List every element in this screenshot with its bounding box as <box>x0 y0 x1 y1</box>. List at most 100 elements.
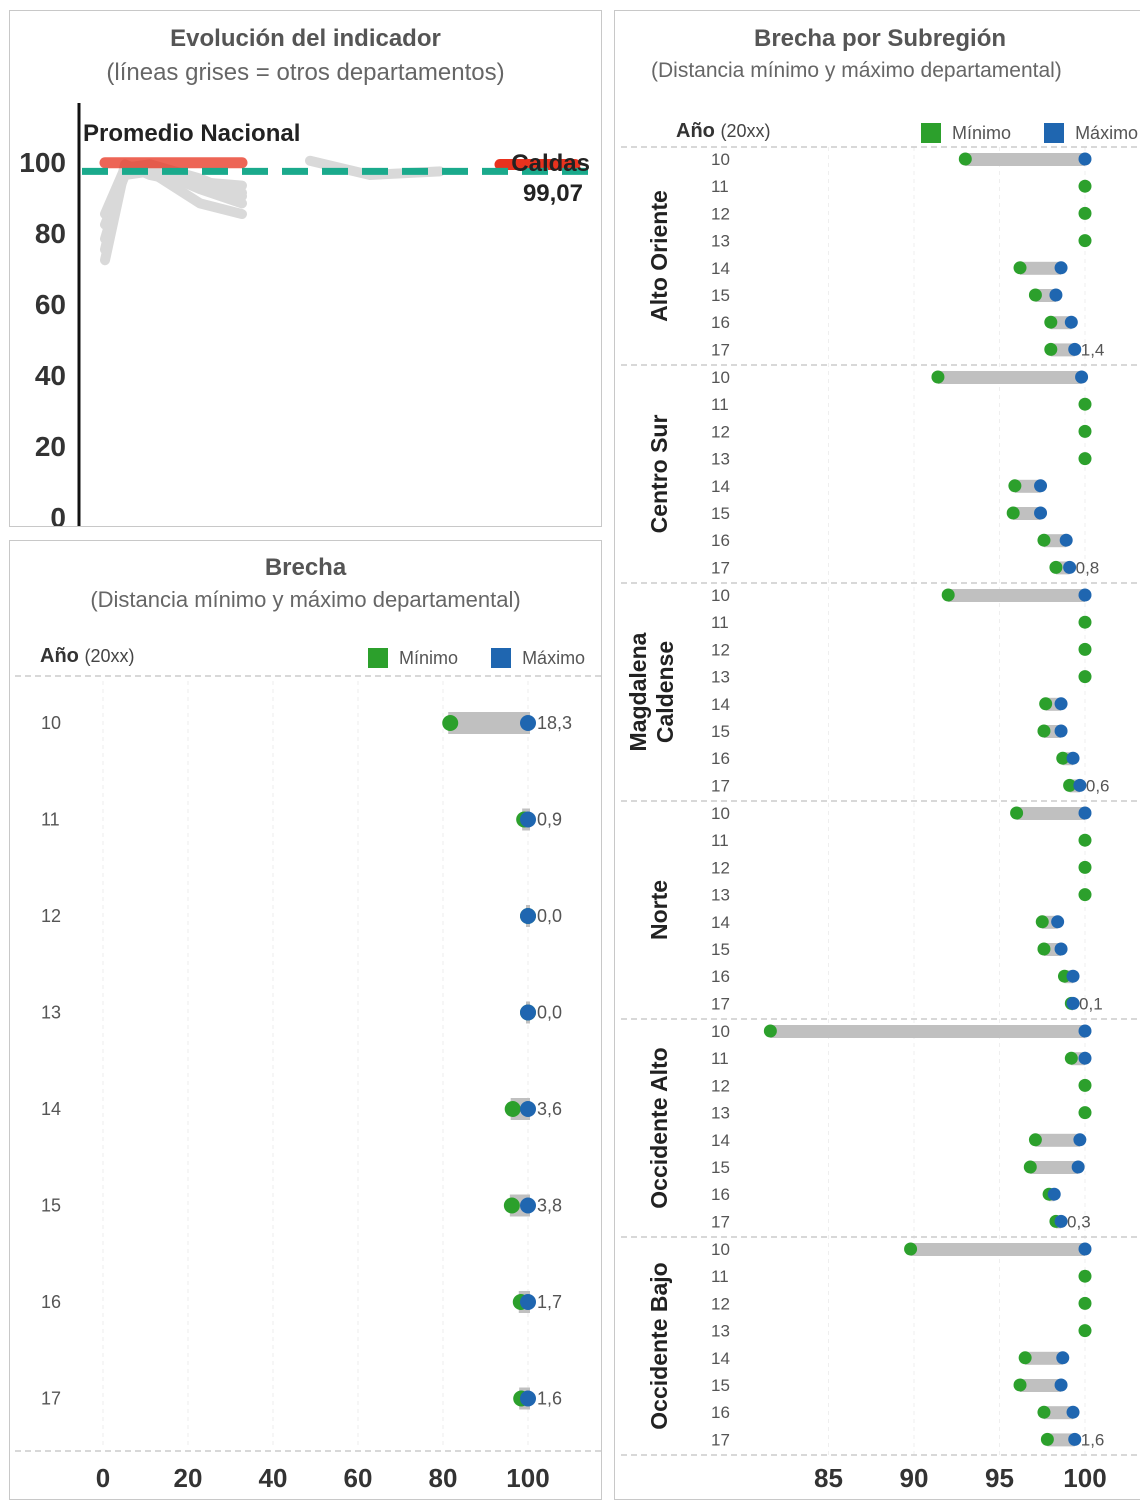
year-label: 11 <box>711 1267 729 1286</box>
max-point <box>1054 261 1068 275</box>
year-label: 14 <box>711 1349 730 1368</box>
gap-label: 1,4 <box>1081 340 1105 359</box>
subregion-panel: Brecha por Subregión (Distancia mínimo y… <box>614 10 1140 1500</box>
year-label: 13 <box>711 668 730 687</box>
max-point <box>1059 533 1073 547</box>
subregion-name: Magdalena <box>625 632 651 751</box>
min-point <box>1010 806 1024 820</box>
min-point <box>931 370 945 384</box>
year-label: 12 <box>711 1294 730 1313</box>
max-point <box>1078 1051 1092 1065</box>
year-label: 16 <box>711 749 730 768</box>
brecha-title: Brecha <box>264 554 347 581</box>
min-point <box>442 715 459 731</box>
gap-bar <box>1050 343 1075 357</box>
year-label: 16 <box>711 1403 730 1422</box>
gap-bar <box>1035 1133 1080 1147</box>
max-point <box>1066 751 1080 765</box>
gap-bar <box>948 589 1085 602</box>
min-point <box>1078 860 1092 874</box>
min-point <box>1013 1378 1027 1392</box>
max-point <box>1073 778 1087 792</box>
max-point <box>520 908 536 924</box>
max-point <box>1034 506 1048 520</box>
year-label: 12 <box>711 858 730 877</box>
year-label: 13 <box>711 232 730 251</box>
max-point <box>520 1004 536 1021</box>
gap-bar <box>1020 261 1062 275</box>
gap-label: 0,3 <box>1067 1212 1091 1231</box>
min-point <box>1008 479 1022 493</box>
subregion-year-suffix: (20xx) <box>720 121 771 141</box>
x-tick-label: 80 <box>429 1463 458 1493</box>
min-point <box>503 1197 520 1214</box>
max-point <box>1056 1351 1070 1365</box>
max-point <box>1054 724 1068 738</box>
brecha-legend: Mínimo Máximo <box>368 648 585 669</box>
year-label: 17 <box>711 558 730 577</box>
year-label: 10 <box>711 368 730 387</box>
year-label: 16 <box>711 967 730 986</box>
evolution-panel: Evolución del indicador (líneas grises =… <box>9 10 602 527</box>
min-point <box>1063 778 1077 792</box>
y-tick-label: 40 <box>35 360 66 391</box>
caldas-value-label: 99,07 <box>523 180 583 207</box>
gap-bar <box>770 1025 1085 1038</box>
sub-legend-max-swatch <box>1044 123 1065 143</box>
gap-bar <box>1013 507 1041 520</box>
max-point <box>1064 315 1078 329</box>
min-point <box>1078 833 1092 847</box>
subregion-name: Caldense <box>652 641 678 743</box>
gap-bar <box>1016 807 1085 820</box>
gap-label: 1,6 <box>537 1389 562 1409</box>
year-label: 13 <box>711 886 730 905</box>
year-label: 14 <box>711 259 730 278</box>
year-label: 14 <box>711 477 730 496</box>
max-point <box>520 1390 536 1407</box>
min-point <box>1049 560 1063 574</box>
min-point <box>1013 261 1027 275</box>
gap-label: 18,3 <box>537 713 572 733</box>
year-label: 17 <box>41 1389 61 1409</box>
gap-bar <box>1025 1351 1063 1365</box>
subregion-name: Alto Oriente <box>646 190 672 322</box>
subregion-name: Centro Sur <box>646 415 672 534</box>
year-label: 15 <box>711 1376 730 1395</box>
year-label: 17 <box>711 1212 730 1231</box>
gap-bar <box>1043 1406 1074 1420</box>
subregion-year-header: Año (20xx) <box>676 120 770 143</box>
sub-legend-max-label: Máximo <box>1075 123 1139 143</box>
min-point <box>1078 179 1092 193</box>
year-label: 10 <box>41 713 61 733</box>
gap-bar <box>448 712 530 734</box>
max-point <box>1054 1378 1068 1392</box>
evolution-title: Evolución del indicador <box>170 25 441 52</box>
min-point <box>1078 888 1092 902</box>
max-point <box>1066 969 1080 983</box>
min-point <box>1064 1051 1078 1065</box>
national-average-label: Promedio Nacional <box>83 120 300 147</box>
subregion-subtitle: (Distancia mínimo y máximo departamental… <box>651 59 1062 82</box>
min-point <box>1078 1324 1092 1338</box>
gap-label: 1,6 <box>1081 1430 1105 1449</box>
max-point <box>1049 288 1063 302</box>
year-label: 10 <box>711 804 730 823</box>
min-point <box>1078 670 1092 684</box>
year-label: 13 <box>711 1322 730 1341</box>
legend-max-label: Máximo <box>522 648 586 668</box>
min-point <box>1078 1078 1092 1092</box>
max-point <box>1066 996 1080 1010</box>
sub-legend-min-label: Mínimo <box>952 123 1012 143</box>
min-point <box>504 1101 521 1117</box>
min-point <box>1044 315 1058 329</box>
min-point <box>941 588 955 602</box>
y-tick-label: 20 <box>35 431 66 462</box>
min-point <box>1078 397 1092 411</box>
max-point <box>1078 1024 1092 1038</box>
subregion-title: Brecha por Subregión <box>754 25 1007 52</box>
year-label: 10 <box>711 1240 730 1259</box>
min-point <box>1028 1133 1042 1147</box>
legend-max-swatch <box>491 648 512 668</box>
min-point <box>1040 1432 1054 1446</box>
y-tick-label: 0 <box>50 502 66 527</box>
